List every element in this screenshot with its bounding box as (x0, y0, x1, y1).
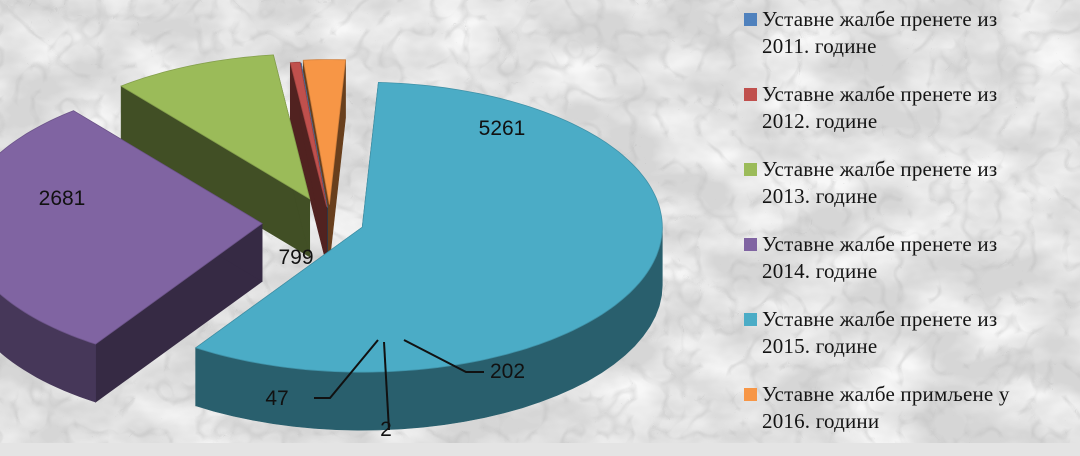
legend-swatch (744, 388, 757, 401)
legend-swatch (744, 238, 757, 251)
legend-label: Уставне жалбе пренете из (762, 307, 998, 331)
pie-slice (289, 61, 328, 265)
pie-slice (194, 81, 663, 431)
legend-swatch (744, 13, 757, 26)
pie-slice (120, 54, 311, 258)
legend-swatch (744, 88, 757, 101)
pie-slice (0, 110, 263, 403)
legend-item: Уставне жалбе пренете из 2012. године (742, 81, 1078, 156)
chart-legend: Уставне жалбе пренете из 2011. године Уста… (742, 6, 1078, 456)
legend-label-year: 2011. године (762, 34, 877, 58)
data-label: 799 (278, 246, 313, 269)
data-label: 2681 (39, 187, 86, 210)
legend-label: Уставне жалбе пренете из (762, 232, 998, 256)
data-label: 47 (265, 387, 288, 410)
legend-label: Уставне жалбе примљене у (762, 382, 1010, 406)
legend-label-year: 2013. године (762, 184, 878, 208)
legend-item: Уставне жалбе пренете из 2014. године (742, 231, 1078, 306)
data-label: 2 (380, 418, 392, 441)
legend-item: Уставне жалбе пренете из 2011. године (742, 6, 1078, 81)
legend-label-year: 2012. године (762, 109, 878, 133)
legend-label: Уставне жалбе пренете из (762, 157, 998, 181)
legend-swatch (744, 313, 757, 326)
legend-item: Уставне жалбе примљене у 2016. години (742, 381, 1078, 456)
leader-line (314, 339, 379, 399)
legend-label-year: 2014. године (762, 259, 878, 283)
legend-label: Уставне жалбе пренете из (762, 7, 998, 31)
legend-label: Уставне жалбе пренете из (762, 82, 998, 106)
pie-chart: 2 47 799 2681 5261 202 (0, 54, 663, 441)
legend-swatch (744, 163, 757, 176)
leader-line (403, 339, 484, 373)
data-label: 202 (490, 360, 525, 383)
legend-label-year: 2016. години (762, 409, 880, 433)
legend-label-year: 2015. године (762, 334, 878, 358)
leader-line (383, 341, 390, 431)
legend-item: Уставне жалбе пренете из 2015. године (742, 306, 1078, 381)
legend-item: Уставне жалбе пренете из 2013. године (742, 156, 1078, 231)
data-label: 5261 (479, 117, 526, 140)
